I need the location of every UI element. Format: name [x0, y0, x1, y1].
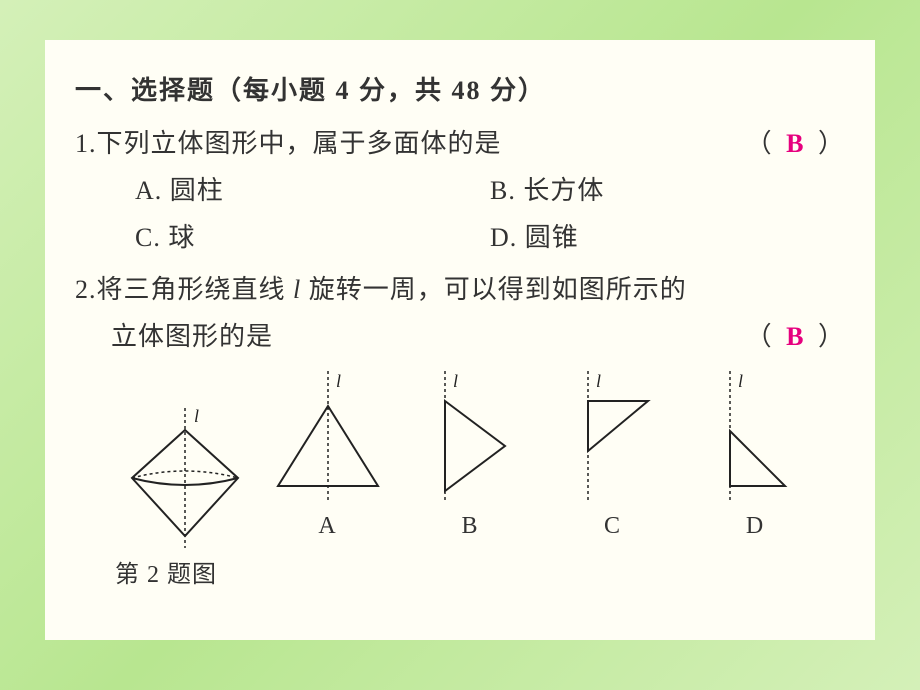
q2-label-c: C [604, 505, 621, 548]
svg-text:l: l [738, 371, 744, 391]
q2-answer-slot: （ B ） [746, 314, 845, 361]
svg-text:l: l [336, 371, 342, 391]
q1-answer: B [780, 129, 810, 158]
q2-figure-b: l B [400, 371, 540, 548]
q1-number: 1. [75, 121, 97, 168]
exam-paper: 一、选择题（每小题 4 分，共 48 分） 1. 下列立体图形中，属于多面体的是… [45, 40, 875, 640]
q2-figure-c: l C [543, 371, 683, 548]
q2-figure-a: l A [258, 371, 398, 548]
svg-text:l: l [453, 371, 459, 391]
q2-label-b: B [461, 505, 478, 548]
q2-text-part2: 旋转一周，可以得到如图所示的 [301, 275, 687, 304]
q1-option-d: D. 圆锥 [490, 215, 845, 262]
triangle-d-icon: l [695, 371, 815, 501]
q1-option-a: A. 圆柱 [135, 168, 490, 215]
q2-text: 将三角形绕直线 l 旋转一周，可以得到如图所示的 [97, 267, 846, 314]
question-2: 2. 将三角形绕直线 l 旋转一周，可以得到如图所示的 立体图形的是 （ B ）… [75, 267, 845, 597]
q1-option-c: C. 球 [135, 215, 490, 262]
q2-figures: l l A l [75, 371, 845, 548]
q2-label-d: D [746, 505, 764, 548]
section-header: 一、选择题（每小题 4 分，共 48 分） [75, 70, 845, 107]
q1-option-b: B. 长方体 [490, 168, 845, 215]
q1-options: A. 圆柱 B. 长方体 C. 球 D. 圆锥 [75, 168, 845, 262]
q1-answer-slot: （ B ） [746, 121, 845, 168]
q2-label-a: A [318, 505, 336, 548]
q2-number: 2. [75, 267, 97, 314]
q2-text-line2: 立体图形的是 [111, 314, 746, 361]
q1-text: 下列立体图形中，属于多面体的是 [97, 121, 746, 168]
triangle-c-icon: l [553, 371, 673, 501]
q2-answer: B [780, 322, 810, 351]
bicone-icon: l [120, 408, 250, 548]
q2-text-l: l [293, 275, 301, 304]
question-1: 1. 下列立体图形中，属于多面体的是 （ B ） A. 圆柱 B. 长方体 C.… [75, 121, 845, 261]
triangle-a-icon: l [268, 371, 388, 501]
q2-figure-d: l D [685, 371, 825, 548]
svg-text:l: l [194, 408, 200, 426]
svg-text:l: l [596, 371, 602, 391]
q2-figure-caption: 第 2 题图 [75, 554, 845, 597]
q2-figure-reference: l [115, 408, 255, 548]
q2-text-part1: 将三角形绕直线 [97, 275, 294, 304]
triangle-b-icon: l [410, 371, 530, 501]
